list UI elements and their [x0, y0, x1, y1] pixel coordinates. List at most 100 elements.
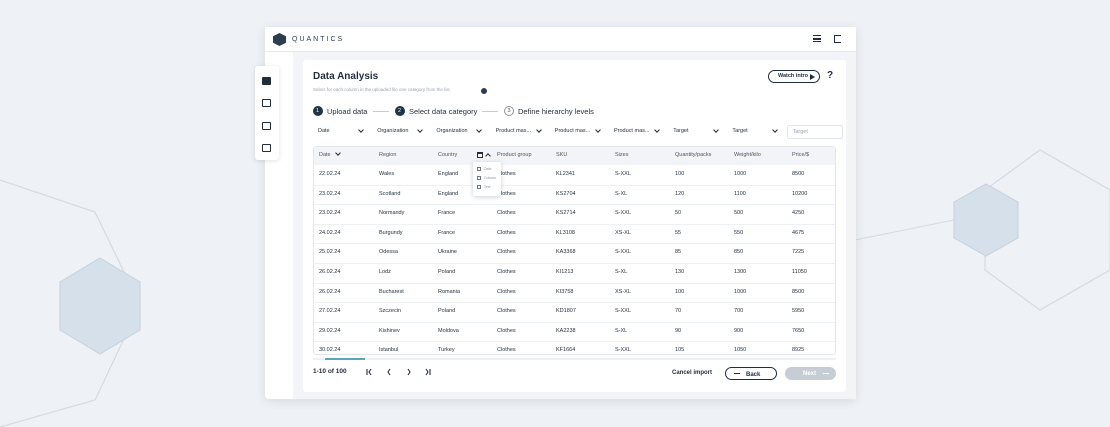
column-header[interactable]: Country: [438, 152, 458, 158]
next-button[interactable]: Next: [785, 367, 836, 380]
calendar-icon: [477, 152, 483, 158]
table-cell: Clothes: [497, 347, 516, 354]
brand: QUANTICS: [292, 36, 345, 43]
row-divider: [314, 204, 835, 206]
table-cell: 27.02.24: [319, 308, 341, 315]
table-cell: S-XL: [615, 190, 628, 197]
sidebar-icon[interactable]: [262, 99, 271, 107]
filter-label: Product mas...: [554, 128, 591, 134]
column-header[interactable]: SKU: [556, 152, 568, 158]
filter-dropdown[interactable]: Target: [786, 125, 843, 139]
back-button[interactable]: Back: [725, 367, 777, 380]
info-icon: [481, 88, 487, 94]
row-divider: [314, 263, 835, 264]
step-circle: 1: [313, 106, 323, 116]
chevron-icon: [358, 127, 364, 133]
step-connector: [373, 111, 389, 112]
table-cell: Romania: [438, 288, 461, 295]
filter-dropdown[interactable]: Target: [668, 125, 724, 139]
table-cell: 7650: [792, 327, 805, 334]
row-divider: [314, 282, 835, 284]
table-cell: 8500: [792, 288, 805, 295]
filter-label: Organization: [377, 128, 409, 134]
filter-dropdown[interactable]: Product mas...: [609, 125, 665, 139]
step-label: Select data category: [409, 107, 478, 116]
table-cell: Clothes: [497, 308, 516, 315]
cancel-import-button[interactable]: Cancel import: [672, 370, 713, 376]
table-cell: 23.02.24: [319, 190, 341, 197]
menu-icon[interactable]: [813, 35, 821, 42]
table-cell: Clothes: [497, 190, 516, 197]
column-header[interactable]: Date: [319, 152, 331, 158]
sidebar-icon[interactable]: [262, 144, 271, 152]
menu-item[interactable]: Date: [484, 166, 492, 171]
table-cell: 500: [734, 210, 744, 217]
filter-dropdown[interactable]: Organization: [431, 125, 487, 139]
table-cell: 11050: [792, 269, 807, 275]
table-cell: Moldova: [438, 327, 459, 334]
step-connector: [482, 111, 498, 112]
logout-icon[interactable]: [834, 35, 841, 43]
chevron-icon: [654, 127, 660, 133]
menu-item[interactable]: Text: [484, 184, 491, 189]
back-arrow: [734, 373, 740, 375]
table-cell: England: [438, 190, 459, 197]
table-cell: France: [438, 229, 456, 236]
menu-item-icon: [477, 176, 481, 180]
filter-label: Target: [732, 128, 748, 134]
table-cell: 105: [675, 347, 685, 354]
table-cell: 30.02.24: [319, 347, 341, 354]
filter-dropdown[interactable]: Product mas...: [491, 125, 547, 139]
column-header[interactable]: Region: [379, 152, 397, 158]
filter-label: Target: [673, 128, 689, 134]
watch-intro-button[interactable]: Watch intro: [768, 70, 820, 83]
category-menu: Date Column Text: [473, 162, 501, 196]
table-cell: 1000: [734, 288, 747, 295]
column-header[interactable]: Weight/kilo: [734, 152, 761, 158]
table-cell: 1300: [734, 269, 747, 275]
table-cell: 5950: [792, 308, 805, 315]
table-cell: 700: [734, 308, 744, 315]
watch-intro-label: Watch intro: [778, 73, 809, 79]
table-cell: KS2714: [556, 210, 576, 217]
table-cell: KL2341: [556, 171, 575, 177]
filter-dropdown[interactable]: Date: [313, 125, 369, 139]
filter-dropdown[interactable]: Organization: [372, 125, 428, 139]
table-cell: Clothes: [497, 269, 516, 275]
help-button[interactable]: ?: [827, 70, 834, 81]
column-header[interactable]: Sizes: [615, 152, 629, 158]
table-cell: Poland: [438, 269, 456, 275]
table-cell: S-XL: [615, 269, 628, 275]
row-divider: [314, 321, 835, 323]
column-header[interactable]: Quantity/packs: [675, 152, 712, 158]
table-cell: 1050: [734, 347, 747, 354]
table-cell: Clothes: [497, 171, 516, 177]
filter-label: Product mas...: [614, 128, 650, 134]
table-cell: S-XXL: [615, 171, 631, 177]
step-circle: 2: [395, 106, 405, 116]
step-label: Define hierarchy levels: [518, 107, 594, 116]
sidebar-icon[interactable]: [262, 122, 271, 130]
table-cell: 900: [734, 327, 744, 334]
table-cell: 25.02.24: [319, 249, 341, 256]
table-cell: 850: [734, 249, 744, 256]
table-cell: 85: [675, 249, 682, 256]
column-header[interactable]: Product group: [497, 152, 532, 158]
pagination-controls[interactable]: [364, 367, 444, 377]
table-cell: 8500: [792, 171, 805, 177]
table-cell: 100: [675, 171, 685, 177]
table-cell: 24.02.24: [319, 229, 341, 236]
sidebar-icon[interactable]: [262, 77, 271, 85]
row-divider: [314, 184, 835, 186]
table-cell: Poland: [438, 308, 456, 315]
filter-dropdown[interactable]: Product mas...: [550, 125, 606, 139]
menu-item[interactable]: Column: [484, 175, 497, 180]
filter-dropdown[interactable]: Target: [727, 125, 783, 139]
logo: [273, 33, 286, 46]
table-cell: Clothes: [497, 288, 516, 295]
table-cell: Turkey: [438, 347, 455, 354]
column-header[interactable]: Price/$: [792, 152, 810, 158]
table-cell: 50: [675, 210, 682, 217]
panel: [303, 60, 846, 392]
